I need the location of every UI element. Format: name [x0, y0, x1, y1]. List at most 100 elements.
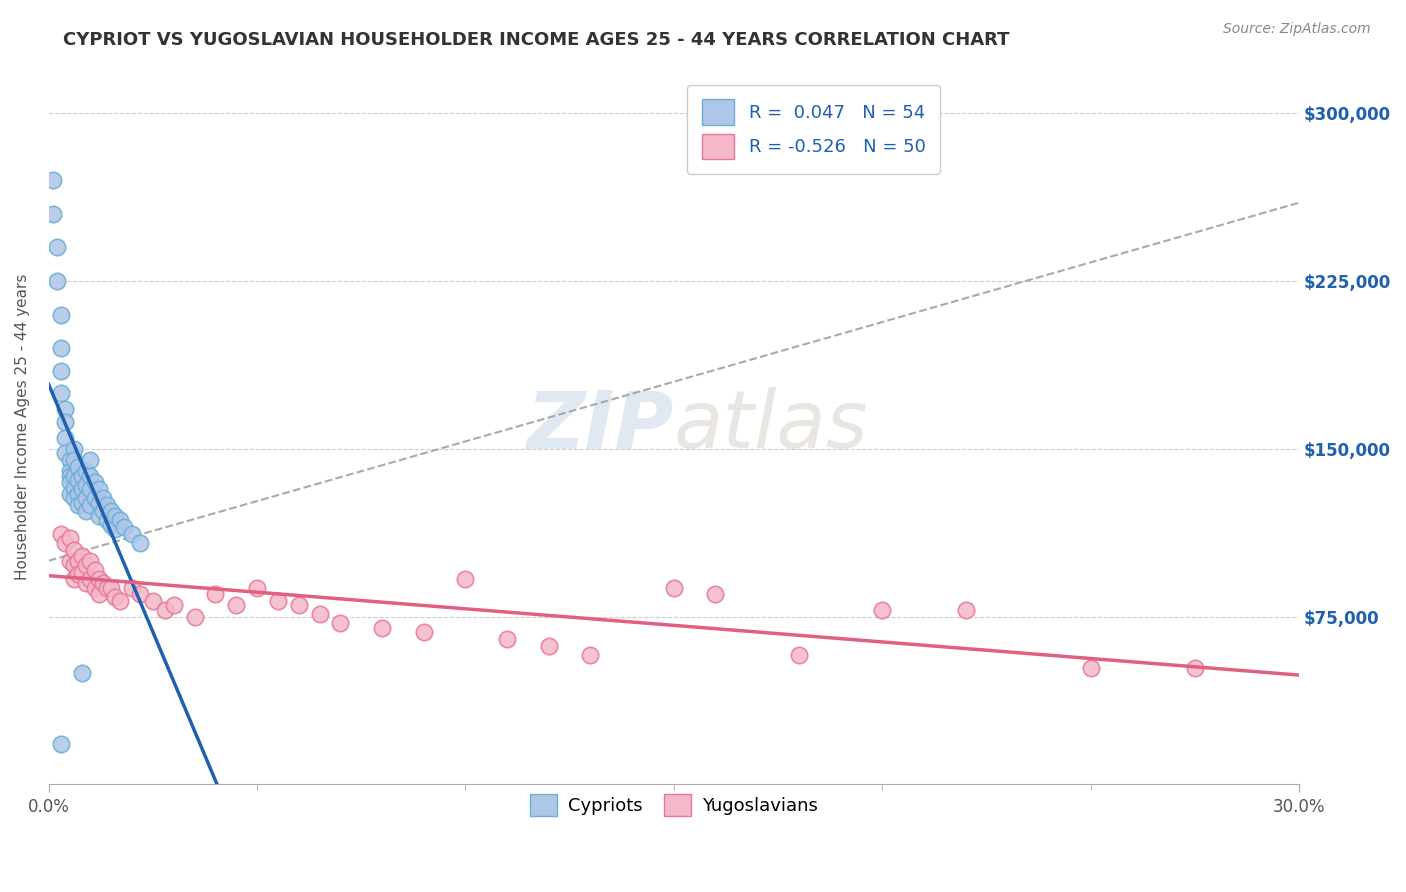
Point: [79, 482, 101, 496]
Point: [66, 498, 89, 512]
Point: [579, 648, 602, 662]
Point: [142, 594, 165, 608]
Point: [51, 526, 73, 541]
Point: [267, 594, 290, 608]
Point: [129, 587, 152, 601]
Point: [104, 590, 127, 604]
Point: [288, 599, 311, 613]
Point: [955, 603, 977, 617]
Point: [46, 274, 69, 288]
Point: [371, 621, 394, 635]
Point: [1184, 661, 1206, 675]
Point: [79, 554, 101, 568]
Point: [75, 491, 97, 505]
Point: [58, 475, 80, 490]
Point: [55, 401, 77, 416]
Point: [51, 308, 73, 322]
Point: [79, 468, 101, 483]
Point: [70, 565, 93, 579]
Point: [58, 453, 80, 467]
Point: [70, 549, 93, 564]
Point: [121, 581, 143, 595]
Point: [454, 572, 477, 586]
Point: [46, 240, 69, 254]
Point: [55, 446, 77, 460]
Point: [51, 341, 73, 355]
Point: [87, 482, 110, 496]
Point: [104, 522, 127, 536]
Point: [58, 464, 80, 478]
Point: [75, 477, 97, 491]
Y-axis label: Householder Income Ages 25 - 44 years: Householder Income Ages 25 - 44 years: [15, 273, 30, 580]
Point: [1080, 661, 1102, 675]
Point: [62, 558, 84, 573]
Point: [62, 572, 84, 586]
Point: [70, 482, 93, 496]
Point: [79, 572, 101, 586]
Point: [70, 495, 93, 509]
Point: [55, 536, 77, 550]
Point: [412, 625, 434, 640]
Point: [537, 639, 560, 653]
Point: [55, 415, 77, 429]
Point: [108, 513, 131, 527]
Point: [96, 513, 118, 527]
Point: [204, 587, 226, 601]
Point: [62, 442, 84, 456]
Point: [75, 504, 97, 518]
Point: [496, 632, 519, 646]
Point: [62, 542, 84, 557]
Point: [75, 464, 97, 478]
Point: [70, 468, 93, 483]
Point: [100, 504, 122, 518]
Point: [79, 498, 101, 512]
Legend: Cypriots, Yugoslavians: Cypriots, Yugoslavians: [520, 786, 827, 825]
Point: [51, 363, 73, 377]
Point: [62, 468, 84, 483]
Point: [704, 587, 727, 601]
Point: [51, 385, 73, 400]
Point: [112, 520, 135, 534]
Point: [87, 572, 110, 586]
Point: [55, 431, 77, 445]
Point: [108, 594, 131, 608]
Point: [58, 554, 80, 568]
Point: [87, 508, 110, 523]
Point: [87, 587, 110, 601]
Point: [62, 482, 84, 496]
Point: [225, 599, 247, 613]
Point: [58, 486, 80, 500]
Text: ZIP: ZIP: [526, 387, 673, 466]
Point: [51, 737, 73, 751]
Point: [83, 491, 105, 505]
Point: [75, 576, 97, 591]
Point: [246, 581, 269, 595]
Point: [104, 508, 127, 523]
Point: [58, 468, 80, 483]
Point: [79, 453, 101, 467]
Text: atlas: atlas: [673, 387, 869, 466]
Point: [66, 459, 89, 474]
Point: [66, 473, 89, 487]
Point: [155, 603, 177, 617]
Point: [42, 173, 65, 187]
Point: [870, 603, 893, 617]
Point: [83, 581, 105, 595]
Point: [100, 581, 122, 595]
Point: [96, 498, 118, 512]
Point: [129, 536, 152, 550]
Point: [66, 554, 89, 568]
Point: [62, 453, 84, 467]
Text: CYPRIOT VS YUGOSLAVIAN HOUSEHOLDER INCOME AGES 25 - 44 YEARS CORRELATION CHART: CYPRIOT VS YUGOSLAVIAN HOUSEHOLDER INCOM…: [63, 31, 1010, 49]
Point: [87, 495, 110, 509]
Point: [66, 486, 89, 500]
Point: [308, 607, 330, 622]
Point: [58, 532, 80, 546]
Point: [66, 567, 89, 582]
Point: [83, 475, 105, 490]
Point: [91, 504, 114, 518]
Point: [787, 648, 810, 662]
Point: [42, 207, 65, 221]
Point: [83, 563, 105, 577]
Point: [121, 526, 143, 541]
